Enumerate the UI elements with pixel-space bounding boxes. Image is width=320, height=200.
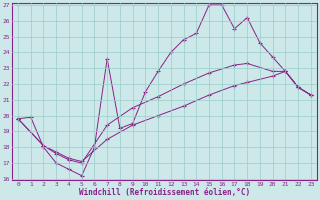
X-axis label: Windchill (Refroidissement éolien,°C): Windchill (Refroidissement éolien,°C)	[79, 188, 250, 197]
